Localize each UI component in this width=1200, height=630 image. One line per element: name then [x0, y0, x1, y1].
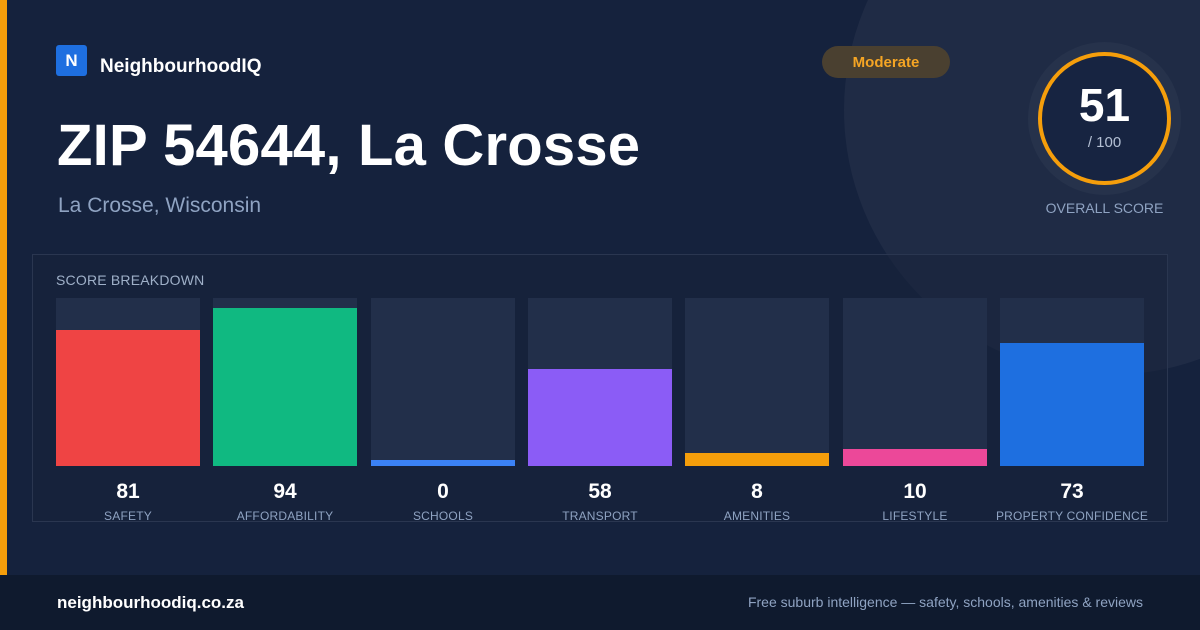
bar-value: 81	[116, 480, 140, 503]
bar-track	[685, 298, 829, 466]
bar-value: 58	[588, 480, 612, 503]
bar-track	[213, 298, 357, 466]
bar-label: AMENITIES	[723, 509, 791, 523]
bar-fill	[213, 308, 357, 466]
score-breakdown-title: SCORE BREAKDOWN	[56, 272, 205, 288]
bar-track	[371, 298, 515, 466]
bar-fill	[56, 330, 200, 466]
bar-fill	[1000, 343, 1144, 466]
score-bar-schools: 0 SCHOOLS	[371, 298, 515, 524]
page-subtitle: La Crosse, Wisconsin	[58, 194, 262, 217]
score-bar-property-confidence: 73 PROPERTY CONFIDENCE	[996, 298, 1148, 524]
brand-name: NeighbourhoodIQ	[100, 56, 262, 77]
rating-badge: Moderate	[822, 46, 950, 78]
main-card: N NeighbourhoodIQ Moderate ZIP 54644, La…	[0, 0, 1181, 575]
rating-badge-label: Moderate	[852, 53, 920, 71]
footer-site[interactable]: neighbourhoodiq.co.za	[57, 593, 244, 612]
bar-value: 0	[437, 480, 449, 503]
footer: neighbourhoodiq.co.za Free suburb intell…	[0, 575, 1200, 630]
gauge-ring	[1038, 52, 1171, 185]
bar-fill	[528, 369, 672, 466]
overall-score-max: / 100	[1087, 134, 1122, 151]
logo-icon: N	[56, 45, 87, 76]
bar-track	[528, 298, 672, 466]
bar-value: 10	[903, 480, 927, 503]
bar-label: SCHOOLS	[412, 509, 474, 523]
bar-value: 94	[273, 480, 297, 503]
logo-letter: N	[65, 50, 78, 70]
bar-track	[843, 298, 987, 466]
score-bar-amenities: 8 AMENITIES	[685, 298, 829, 524]
bar-label: SAFETY	[104, 509, 152, 523]
bar-label: PROPERTY CONFIDENCE	[995, 509, 1149, 523]
bar-fill	[843, 449, 987, 466]
bar-track	[56, 298, 200, 466]
score-bar-lifestyle: 10 LIFESTYLE	[843, 298, 987, 524]
score-bar-affordability: 94 AFFORDABILITY	[213, 298, 357, 524]
bar-fill	[685, 453, 829, 466]
score-bar-transport: 58 TRANSPORT	[528, 298, 672, 524]
overall-score-value: 51	[1078, 79, 1131, 131]
overall-score-gauge: 51 / 100	[1028, 42, 1181, 195]
page-title: ZIP 54644, La Crosse	[57, 113, 641, 178]
footer-tagline: Free suburb intelligence — safety, schoo…	[747, 594, 1143, 610]
bar-label: LIFESTYLE	[882, 509, 948, 523]
bar-value: 8	[751, 480, 763, 503]
bar-label: TRANSPORT	[562, 509, 638, 523]
score-bar-safety: 81 SAFETY	[56, 298, 200, 524]
overall-score-label: OVERALL SCORE	[1045, 200, 1164, 216]
bar-value: 73	[1060, 480, 1084, 503]
bar-track	[1000, 298, 1144, 466]
bar-fill	[371, 460, 515, 466]
accent-bar	[0, 0, 7, 575]
bar-label: AFFORDABILITY	[236, 509, 334, 523]
